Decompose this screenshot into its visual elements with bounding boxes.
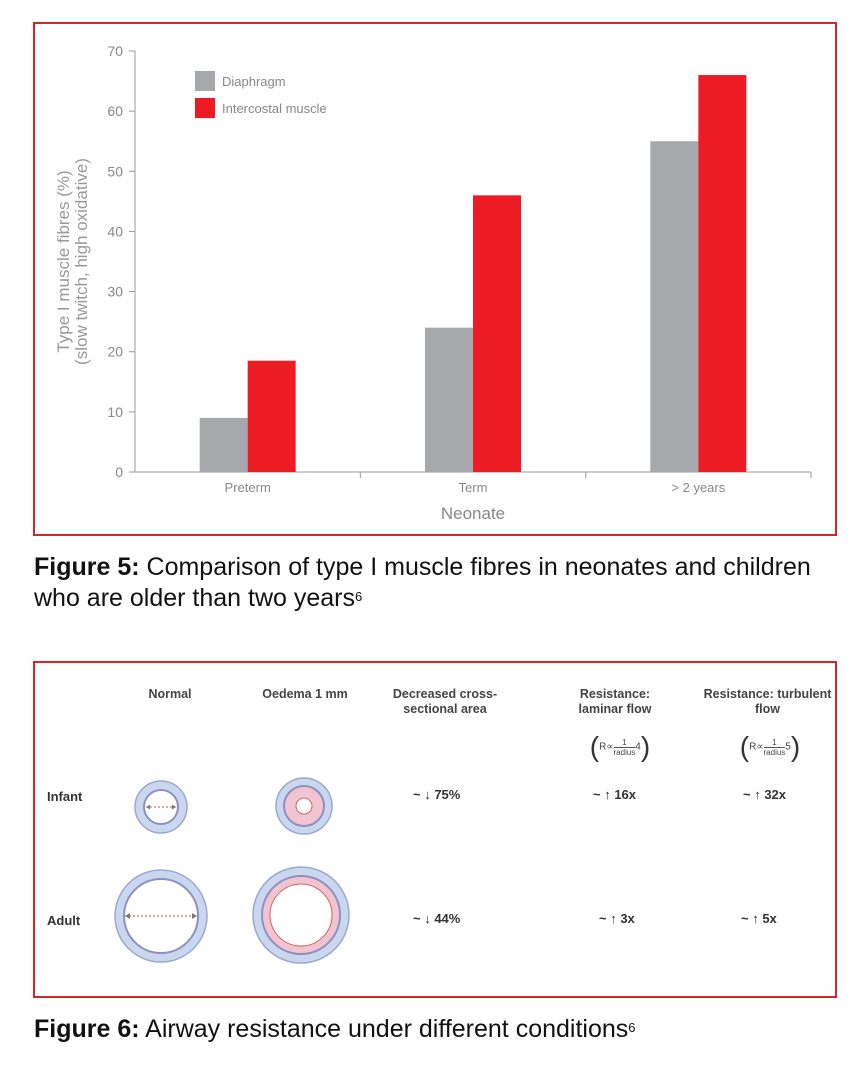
legend-label: Intercostal muscle (222, 101, 327, 116)
y-tick-label: 10 (107, 404, 123, 420)
bar-diaphragm (199, 417, 248, 472)
turbulent-formula-power: 5 (785, 741, 791, 753)
legend-swatch (195, 98, 215, 118)
y-axis-label: Type I muscle fibres (%)(slow twitch, hi… (54, 158, 91, 365)
adult-area-change: ~ ↓ 44% (413, 911, 461, 926)
figure5-chart-panel: 0 10 20 30 40 50 60 70 Preterm Term > 2 years Neona… (33, 22, 837, 536)
header-turbulent: Resistance: turbulent flow (703, 687, 832, 716)
laminar-formula-prefix: R∝ (599, 741, 614, 753)
figure6-panel: Normal Oedema 1 mm Decreased cross-secti… (33, 661, 837, 998)
infant-normal-airway (134, 780, 188, 834)
turbulent-formula-den: radius (763, 747, 786, 757)
infant-laminar-change: ~ ↑ 16x (593, 787, 637, 802)
bar-intercostal-muscle (698, 75, 747, 473)
laminar-formula-num: 1 (613, 738, 636, 748)
y-axis-label-line: Type I muscle fibres (%) (54, 170, 73, 352)
infant-oedema-airway (275, 777, 333, 835)
header-oedema: Oedema 1 mm (262, 687, 348, 701)
legend-swatch (195, 71, 215, 91)
adult-turbulent-change: ~ ↑ 5x (741, 911, 777, 926)
y-tick-label: 70 (107, 43, 123, 59)
figure5-caption: Figure 5: Comparison of type I muscle fi… (34, 552, 844, 614)
adult-oedema-airway (252, 866, 350, 964)
figure6-text: Airway resistance under different condit… (139, 1015, 629, 1043)
y-tick-label: 30 (107, 284, 123, 300)
x-tick-label: Term (459, 480, 488, 495)
figure6-ref: 6 (628, 1020, 636, 1035)
y-tick-label: 60 (107, 103, 123, 119)
figure5-ref: 6 (355, 589, 363, 604)
turbulent-formula: (R∝ 1 radius5) (739, 731, 801, 762)
header-normal: Normal (148, 687, 192, 701)
figure6-caption: Figure 6: Airway resistance under differ… (34, 1014, 844, 1045)
header-laminar: Resistance: laminar flow (578, 687, 652, 716)
bar-diaphragm (650, 141, 699, 472)
adult-laminar-change: ~ ↑ 3x (599, 911, 635, 926)
x-axis-label: Neonate (441, 504, 505, 523)
turbulent-formula-num: 1 (763, 738, 786, 748)
y-tick-label: 40 (107, 223, 123, 239)
infant-area-change: ~ ↓ 75% (413, 787, 461, 802)
y-tick-label: 20 (107, 344, 123, 360)
row-label-adult: Adult (47, 913, 81, 928)
turbulent-formula-prefix: R∝ (749, 741, 764, 753)
bar-diaphragm (425, 327, 473, 472)
y-tick-label: 50 (107, 163, 123, 179)
infant-turbulent-change: ~ ↑ 32x (743, 787, 787, 802)
bar-chart: 0 10 20 30 40 50 60 70 Preterm Term > 2 years Neona… (54, 43, 812, 523)
x-tick-label: > 2 years (671, 480, 725, 495)
figure5-label: Figure 5: (34, 553, 140, 581)
laminar-formula-den: radius (613, 747, 636, 757)
laminar-formula: (R∝ 1 radius4) (589, 731, 651, 762)
legend-label: Diaphragm (222, 74, 286, 89)
bar-intercostal-muscle (473, 195, 521, 473)
x-tick-label: Preterm (225, 480, 271, 495)
row-label-infant: Infant (47, 789, 83, 804)
figure6-label: Figure 6: (34, 1015, 140, 1043)
header-decreased-area: Decreased cross-sectional area (392, 687, 498, 716)
laminar-formula-power: 4 (635, 741, 641, 753)
y-axis-label-line: (slow twitch, high oxidative) (72, 158, 91, 365)
bar-intercostal-muscle (247, 360, 296, 472)
figure5-text: Comparison of type I muscle fibres in ne… (34, 553, 811, 612)
y-tick-label: 0 (115, 464, 123, 480)
adult-normal-airway (114, 869, 208, 963)
